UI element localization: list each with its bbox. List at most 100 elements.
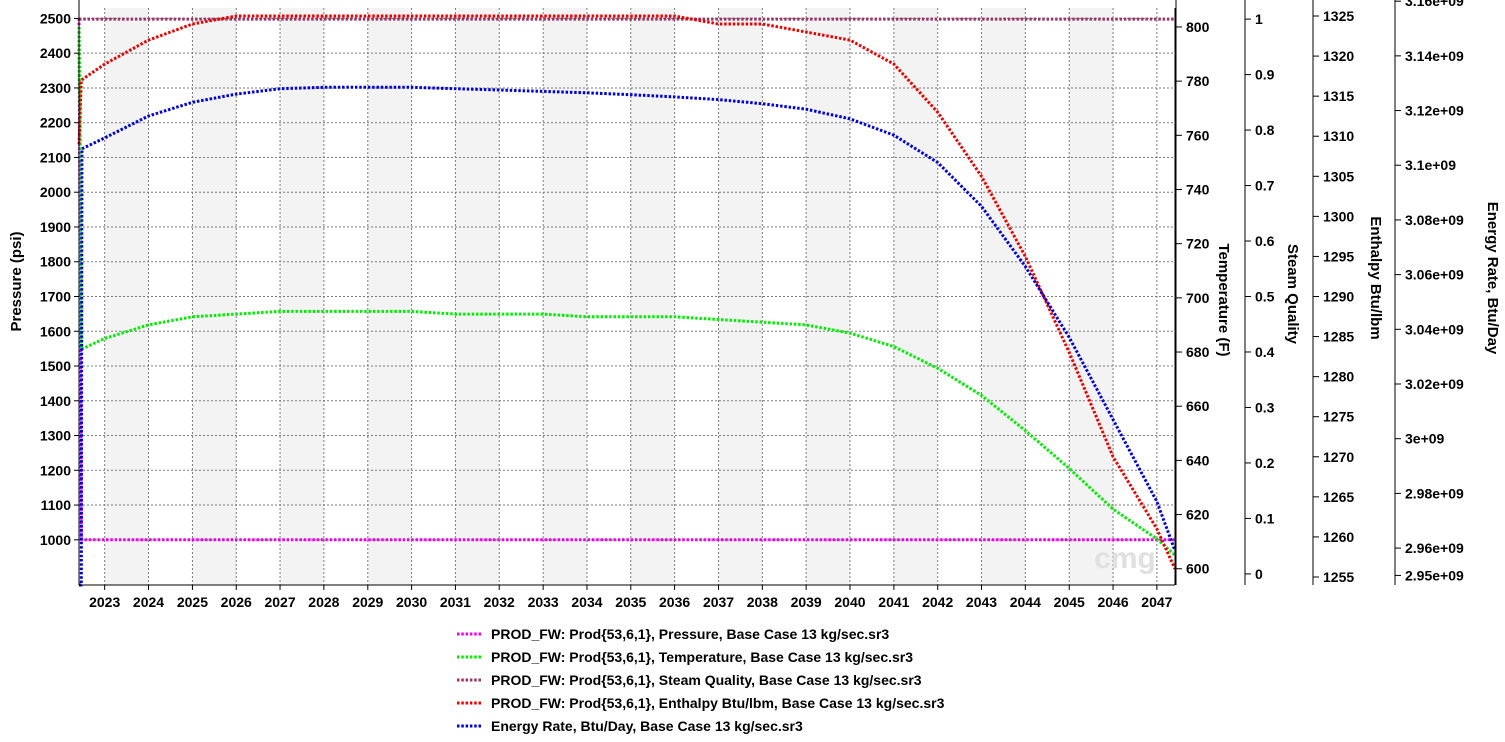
band-2027: [236, 8, 281, 585]
band-2028: [280, 8, 324, 585]
series-line-enthalpy: [77, 14, 1177, 570]
x-tick-label: 2035: [615, 594, 646, 610]
band-2030: [367, 8, 412, 585]
enthalpy-tick-label: 1295: [1323, 248, 1354, 264]
enthalpy-tick-label: 1270: [1323, 449, 1354, 465]
quality-tick-label: 0.1: [1255, 510, 1275, 526]
energy-tick-label: 3.04e+09: [1405, 321, 1464, 337]
enthalpy-tick-label: 1255: [1323, 569, 1354, 585]
quality-tick-label: 0.3: [1255, 399, 1275, 415]
enthalpy-tick-label: 1280: [1323, 369, 1354, 385]
energy-tick-label: 3.06e+09: [1405, 267, 1464, 283]
temperature-tick-label: 640: [1186, 452, 1210, 468]
x-tick-label: 2024: [133, 594, 164, 610]
energy-tick-label: 3.02e+09: [1405, 376, 1464, 392]
legend: PROD_FW: Prod{53,6,1}, Pressure, Base Ca…: [457, 626, 945, 734]
energy-tick-label: 3.16e+09: [1405, 0, 1464, 9]
temperature-tick-label: 620: [1186, 507, 1210, 523]
pressure-tick-label: 2300: [40, 80, 71, 96]
pressure-tick-label: 1300: [40, 428, 71, 444]
enthalpy-tick-label: 1285: [1323, 329, 1354, 345]
plot-frame: [79, 8, 1176, 586]
enthalpy-tick-label: 1300: [1323, 208, 1354, 224]
enthalpy-tick-label: 1305: [1323, 168, 1354, 184]
pressure-tick-label: 2400: [40, 45, 71, 61]
pressure-tick-label: 2500: [40, 10, 71, 26]
pressure-tick-label: 1000: [40, 532, 71, 548]
x-tick-label: 2038: [747, 594, 778, 610]
temperature-tick-label: 720: [1186, 236, 1210, 252]
x-tick-label: 2028: [308, 594, 339, 610]
quality-tick-label: 0.4: [1255, 344, 1275, 360]
quality-tick-label: 0: [1255, 566, 1263, 582]
quality-tick-label: 0.6: [1255, 233, 1275, 249]
x-tick-label: 2039: [791, 594, 822, 610]
quality-axis-title: Steam Quality: [1284, 244, 1301, 345]
x-tick-label: 2037: [703, 594, 734, 610]
legend-entry: PROD_FW: Prod{53,6,1}, Temperature, Base…: [491, 649, 913, 665]
x-tick-label: 2034: [571, 594, 602, 610]
pressure-tick-label: 1400: [40, 393, 71, 409]
temperature-tick-label: 760: [1186, 127, 1210, 143]
quality-tick-label: 0.8: [1255, 122, 1275, 138]
cmg-watermark: cmg: [1094, 542, 1156, 575]
energy-tick-label: 3.08e+09: [1405, 212, 1464, 228]
x-tick-label: 2046: [1097, 594, 1128, 610]
temperature-tick-label: 780: [1186, 73, 1210, 89]
series-lines: [77, 14, 1177, 587]
quality-tick-label: 0.2: [1255, 455, 1275, 471]
x-tick-label: 2030: [396, 594, 427, 610]
pressure-tick-label: 1800: [40, 254, 71, 270]
pressure-tick-label: 1900: [40, 219, 71, 235]
pressure-tick-label: 2000: [40, 184, 71, 200]
band-2029: [323, 8, 368, 585]
legend-entry: PROD_FW: Prod{53,6,1}, Pressure, Base Ca…: [491, 626, 889, 642]
x-tick-label: 2036: [659, 594, 690, 610]
x-tick-label: 2040: [834, 594, 865, 610]
temperature-tick-label: 600: [1186, 561, 1210, 577]
x-tick-label: 2044: [1010, 594, 1041, 610]
legend-entry: PROD_FW: Prod{53,6,1}, Enthalpy Btu/lbm,…: [491, 695, 945, 711]
x-tick-label: 2047: [1141, 594, 1172, 610]
temperature-tick-label: 740: [1186, 181, 1210, 197]
enthalpy-tick-label: 1315: [1323, 88, 1354, 104]
x-axis: 2023 2024 2025 2026 2027 2028 2029 2030 2031 2032…: [89, 585, 1173, 610]
x-tick-label: 2025: [177, 594, 208, 610]
legend-entry: PROD_FW: Prod{53,6,1}, Steam Quality, Ba…: [491, 672, 922, 688]
energy-tick-label: 3.14e+09: [1405, 48, 1464, 64]
enthalpy-axis-title: Enthalpy Btu/lbm: [1367, 216, 1384, 339]
x-tick-label: 2043: [966, 594, 997, 610]
temperature-tick-label: 660: [1186, 398, 1210, 414]
enthalpy-tick-label: 1265: [1323, 489, 1354, 505]
x-tick-label: 2029: [352, 594, 383, 610]
pressure-tick-label: 2200: [40, 115, 71, 131]
energy-tick-label: 2.96e+09: [1405, 540, 1464, 556]
enthalpy-tick-label: 1275: [1323, 409, 1354, 425]
x-tick-label: 2027: [264, 594, 295, 610]
x-tick-label: 2033: [528, 594, 559, 610]
y-axes: 1000110012001300140015001600170018001900…: [8, 0, 1501, 585]
x-tick-label: 2031: [440, 594, 471, 610]
legend-entry: Energy Rate, Btu/Day, Base Case 13 kg/se…: [491, 718, 803, 734]
x-tick-label: 2023: [89, 594, 120, 610]
series-line-energy: [79, 85, 1177, 587]
energy-axis-title: Energy Rate, Btu/Day: [1484, 202, 1501, 355]
pressure-tick-label: 1700: [40, 289, 71, 305]
pressure-tick-label: 2100: [40, 149, 71, 165]
quality-tick-label: 0.5: [1255, 289, 1275, 305]
temperature-tick-label: 700: [1186, 290, 1210, 306]
energy-tick-label: 2.95e+09: [1405, 567, 1464, 583]
temperature-axis-title: Temperature (F): [1215, 243, 1232, 356]
energy-tick-label: 3.1e+09: [1405, 157, 1456, 173]
quality-tick-label: 1: [1255, 11, 1263, 27]
quality-tick-label: 0.9: [1255, 67, 1275, 83]
enthalpy-tick-label: 1310: [1323, 128, 1354, 144]
x-tick-label: 2045: [1054, 594, 1085, 610]
x-tick-label: 2042: [922, 594, 953, 610]
pressure-tick-label: 1200: [40, 462, 71, 478]
pressure-axis-title: Pressure (psi): [8, 231, 25, 331]
series-line-temperature: [77, 26, 1177, 557]
energy-tick-label: 3e+09: [1405, 431, 1445, 447]
x-tick-label: 2026: [221, 594, 252, 610]
